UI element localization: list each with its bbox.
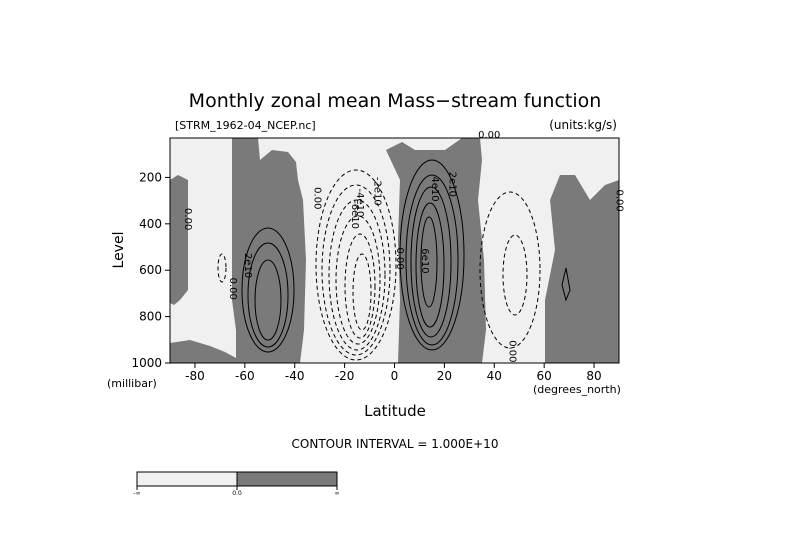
y-axis-unit: (millibar) (107, 377, 157, 390)
colorbar: -∞ 0.0 ∞ (133, 471, 340, 497)
y-tick-label: 200 (139, 170, 162, 184)
contour-label: 2e10 (446, 172, 457, 197)
y-tick-label: 400 (139, 217, 162, 231)
negative-contour (335, 215, 381, 345)
x-tick-label: -20 (335, 369, 355, 383)
contour-interval: CONTOUR INTERVAL = 1.000E+10 (292, 437, 499, 451)
y-axis-label: Level (111, 232, 127, 269)
y-axis: 200 400 600 800 1000 (131, 170, 170, 370)
positive-region-midlat-south (232, 138, 306, 363)
contour-label: 6e10 (419, 248, 430, 273)
colorbar-label-max: ∞ (335, 490, 340, 497)
colorbar-positive (236, 471, 338, 487)
colorbar-label-zero: 0.0 (232, 490, 242, 497)
positive-contour (254, 259, 282, 341)
file-label: [STRM_1962-04_NCEP.nc] (175, 119, 316, 132)
contour-lines (217, 159, 571, 361)
negative-contour (479, 191, 541, 349)
positive-region-bottom-left (170, 340, 236, 363)
negative-contour (352, 253, 372, 331)
contour-label: 0.00 (312, 187, 323, 209)
contour-label: 2e10 (242, 253, 253, 278)
chart-title: Monthly zonal mean Mass−stream function (189, 90, 602, 112)
positive-contour (247, 242, 289, 348)
negative-contour (328, 199, 386, 351)
colorbar-negative (136, 471, 238, 487)
positive-region-tropics-north (386, 138, 486, 363)
contour-label: -2e10 (372, 177, 383, 206)
x-tick-label: -60 (235, 369, 255, 383)
positive-contour (399, 159, 465, 351)
positive-region-south-edge (170, 175, 188, 305)
x-tick-label: -80 (185, 369, 205, 383)
units-label: (units:kg/s) (549, 118, 617, 132)
x-tick-label: -40 (285, 369, 305, 383)
negative-contour (321, 184, 391, 356)
contour-label: -6e10 (349, 200, 360, 229)
colorbar-label-min: -∞ (133, 490, 140, 497)
contour-label: 0.00 (478, 130, 500, 141)
contour-label: -4e10 (354, 189, 365, 218)
x-tick-label: 40 (487, 369, 502, 383)
x-tick-label: 80 (586, 369, 601, 383)
x-axis: -80 -60 -40 -20 0 20 40 60 80 (185, 363, 602, 383)
y-tick-label: 1000 (131, 356, 162, 370)
contour-label: 0.00 (506, 340, 517, 362)
contour-label: 4e10 (429, 176, 440, 201)
negative-contour (315, 169, 397, 361)
contour-label: 0.00 (394, 247, 405, 269)
positive-contour (405, 174, 459, 346)
positive-contour (410, 186, 452, 338)
x-tick-label: 60 (537, 369, 552, 383)
positive-contour (420, 216, 438, 308)
x-axis-unit: (degrees_north) (533, 383, 621, 396)
negative-contour (502, 234, 528, 316)
x-tick-label: 0 (391, 369, 399, 383)
x-tick-label: 20 (437, 369, 452, 383)
positive-contour (415, 202, 445, 328)
negative-contour (344, 233, 376, 339)
y-tick-label: 600 (139, 263, 162, 277)
contour-label: 0.00 (182, 208, 193, 230)
positive-contour (241, 227, 295, 353)
negative-contour (217, 253, 227, 283)
positive-contour (561, 267, 571, 302)
contour-label: 0.00 (227, 278, 238, 300)
positive-region-polar-north (545, 175, 619, 363)
y-tick-label: 800 (139, 310, 162, 324)
x-axis-label: Latitude (364, 402, 426, 420)
